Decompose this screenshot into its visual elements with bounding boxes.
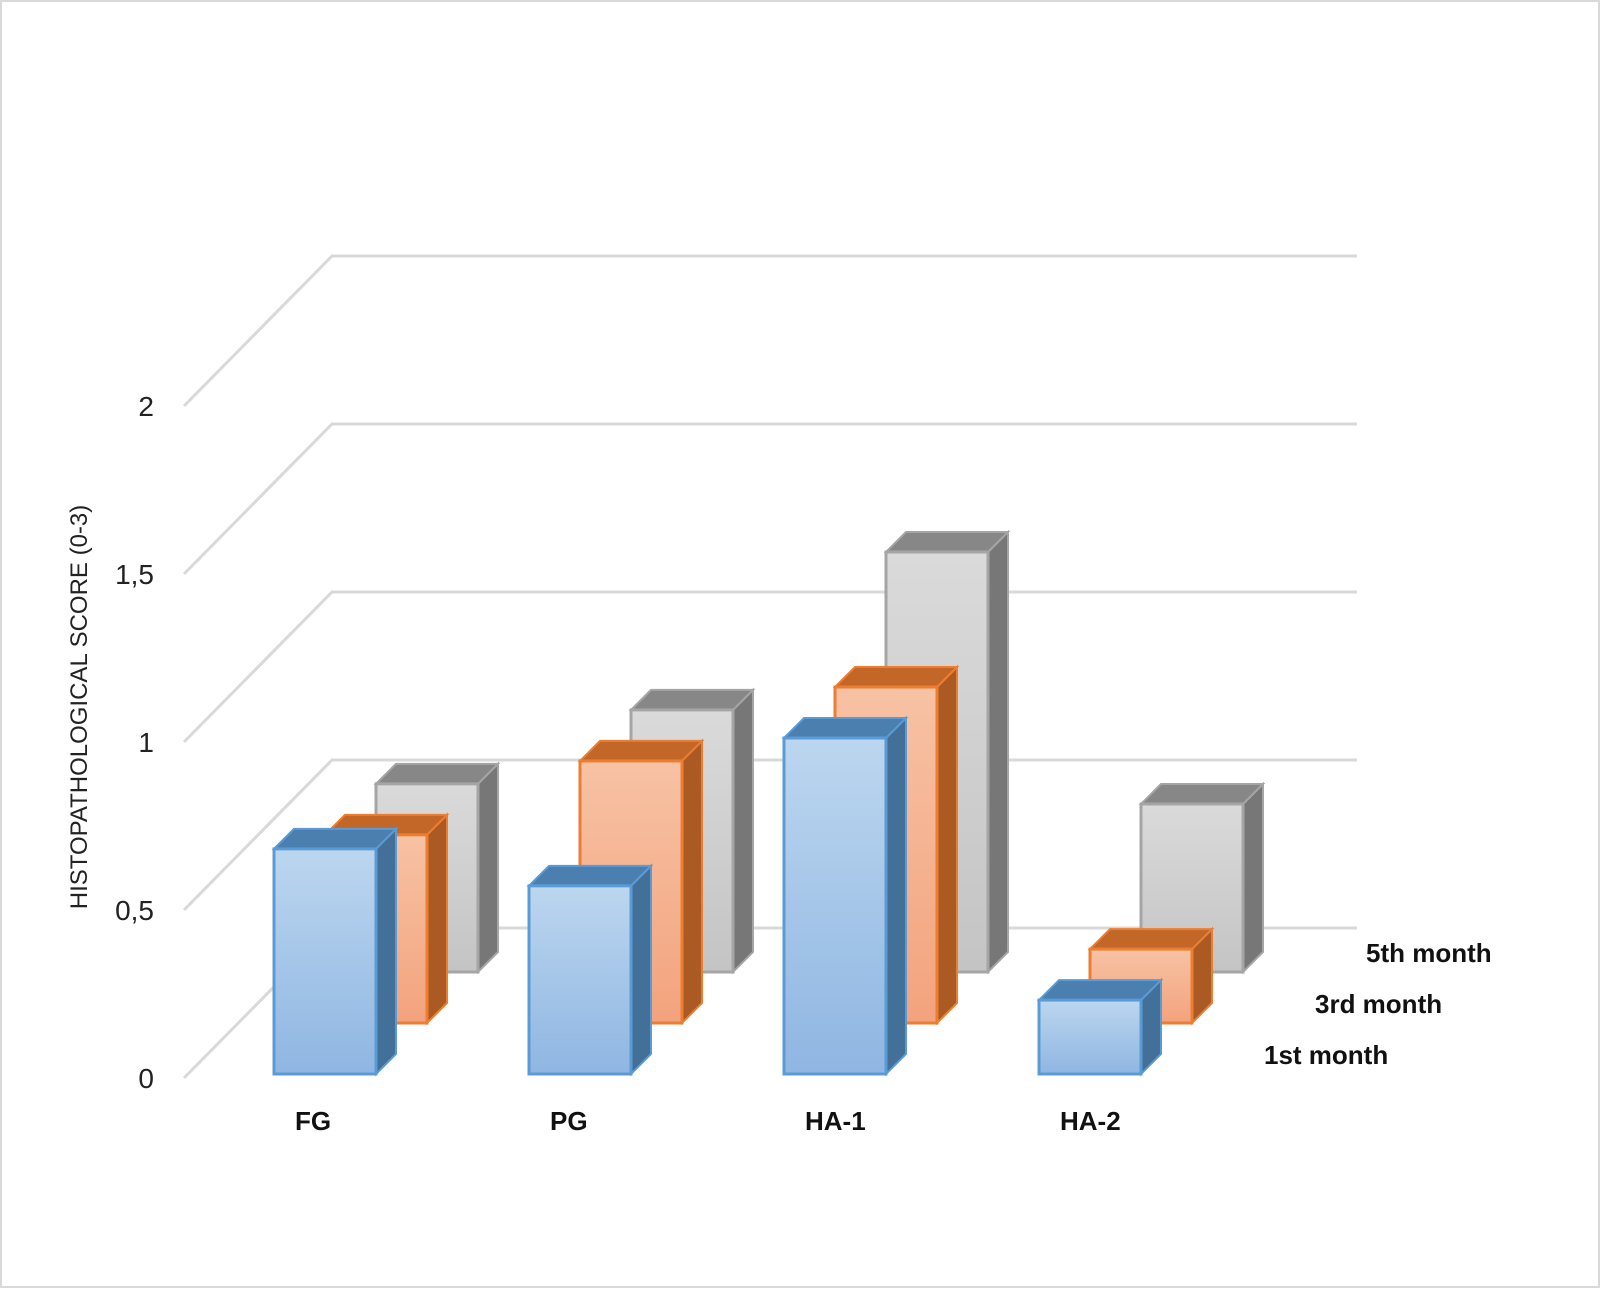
bars — [271, 529, 1266, 1077]
gridline — [182, 590, 1357, 744]
bar-side-face — [936, 664, 958, 1026]
bar-fg-1st-month — [271, 826, 399, 1077]
bar-top-face — [628, 688, 756, 711]
bar-top-face — [577, 739, 705, 762]
bar-top-face — [1138, 783, 1266, 805]
series-label: 3rd month — [1315, 989, 1442, 1019]
bar-top-face — [1036, 979, 1164, 1002]
bar-side-face — [885, 715, 907, 1077]
bar-top-face — [373, 762, 501, 785]
bar-top-face — [271, 827, 399, 850]
bar-front-face — [782, 736, 888, 1076]
series-label: 5th month — [1366, 938, 1492, 968]
bar-side-face — [477, 761, 499, 975]
gridline — [182, 758, 1357, 912]
bar-top-face — [781, 717, 909, 739]
bar-ha-1-1st-month — [781, 715, 909, 1077]
bar-side-face — [630, 863, 652, 1077]
bar-top-face — [883, 531, 1011, 553]
bar-side-face — [987, 529, 1009, 975]
bar-side-face — [732, 687, 754, 975]
gridline — [182, 422, 1357, 576]
y-tick-label: 1,5 — [115, 559, 154, 590]
category-label: HA-1 — [805, 1106, 866, 1136]
bar-front-face — [527, 884, 633, 1076]
bar-pg-1st-month — [526, 863, 654, 1077]
y-axis-title: HISTOPATHOLOGICAL SCORE (0-3) — [66, 505, 93, 910]
bar-top-face — [1087, 928, 1215, 951]
series-label: 1st month — [1264, 1040, 1388, 1070]
bar-top-face — [832, 666, 960, 688]
y-tick-label: 1 — [138, 727, 154, 758]
category-label: FG — [295, 1106, 331, 1136]
gridline — [182, 254, 1357, 408]
category-label: HA-2 — [1060, 1106, 1121, 1136]
bar-side-face — [426, 812, 448, 1026]
y-tick-label: 0,5 — [115, 895, 154, 926]
labels: 0 0,5 1 1,5 2 FG PG HA-1 HA-2 1st month 3rd month 5… — [115, 391, 1492, 1136]
bar-front-face — [272, 847, 378, 1076]
bar-side-face — [1242, 781, 1264, 975]
bar-side-face — [681, 738, 703, 1026]
bar-ha-2-1st-month — [1036, 977, 1164, 1077]
gridlines — [182, 254, 1357, 1080]
y-tick-label: 0 — [138, 1063, 154, 1094]
bar-top-face — [526, 864, 654, 887]
category-label: PG — [550, 1106, 588, 1136]
bar-side-face — [375, 826, 397, 1077]
y-tick-label: 2 — [138, 391, 154, 422]
bar-front-face — [1037, 998, 1143, 1076]
